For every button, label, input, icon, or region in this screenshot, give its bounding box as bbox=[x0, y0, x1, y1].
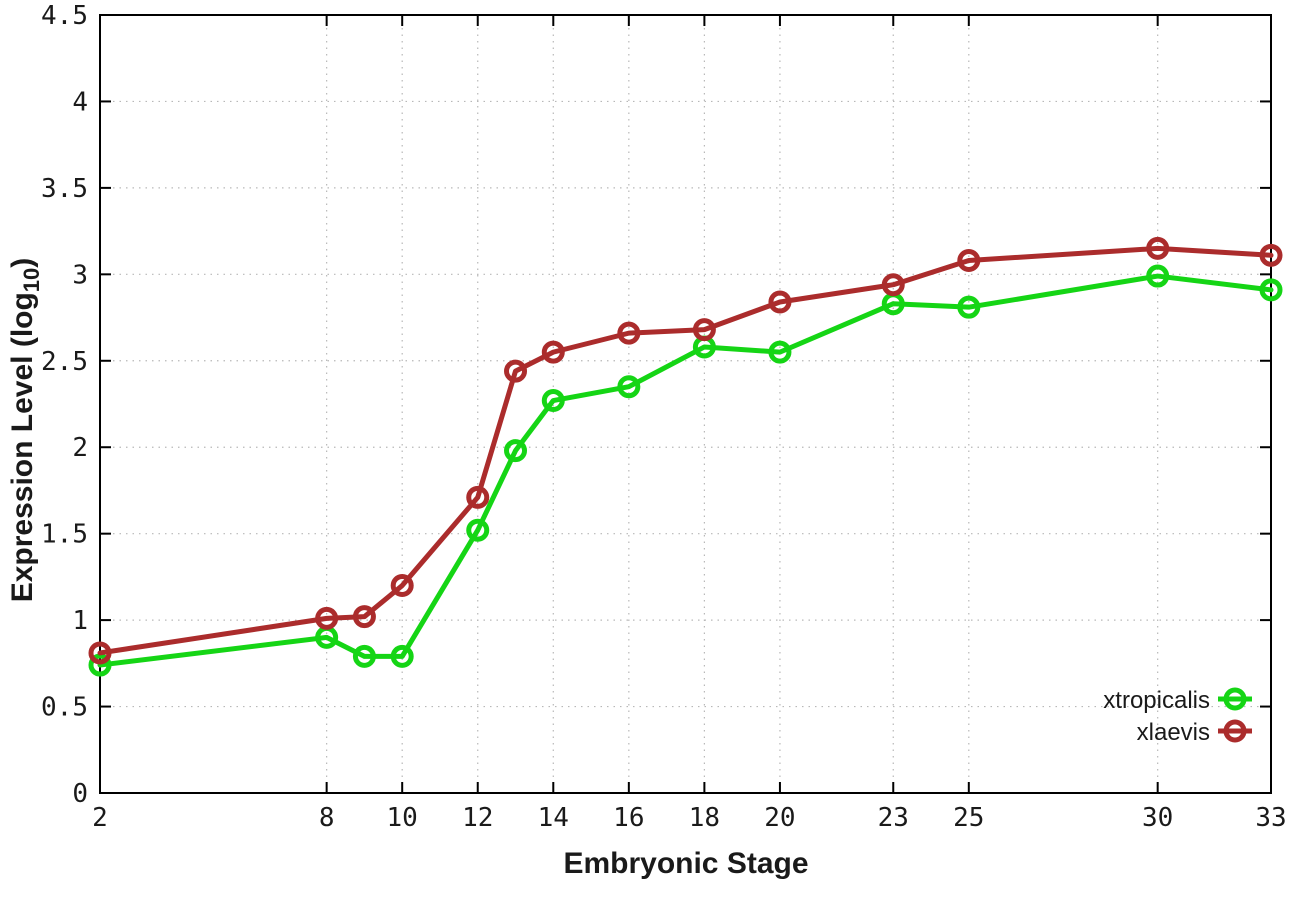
data-point-xlaevis-stage-30 bbox=[1146, 236, 1170, 260]
legend: xtropicalis xlaevis bbox=[1103, 687, 1252, 746]
plot-border bbox=[99, 14, 1272, 794]
data-point-xlaevis-stage-8 bbox=[315, 606, 339, 630]
data-point-xlaevis-stage-25 bbox=[957, 249, 981, 273]
tick-labels: 0 0.5 1 1.5 2 2.5 3 3.5 4 4.5 2 8 10 12 14 16 18 20 23 25 30… bbox=[41, 1, 1287, 833]
data-point-xtropicalis-stage-16 bbox=[617, 375, 641, 399]
legend-item-xtropicalis: xtropicalis bbox=[1103, 687, 1252, 714]
data-point-xlaevis-stage-23 bbox=[881, 273, 905, 297]
data-point-xlaevis-stage-9 bbox=[352, 605, 376, 629]
legend-marker-xtropicalis bbox=[1223, 687, 1247, 711]
y-tick-label: 2.5 bbox=[41, 347, 88, 377]
data-point-xlaevis-stage-20 bbox=[768, 290, 792, 314]
y-tick-label: 2 bbox=[72, 433, 88, 463]
data-point-xtropicalis-stage-9 bbox=[352, 644, 376, 668]
y-tick-label: 4 bbox=[72, 87, 88, 117]
y-tick-label: 1.5 bbox=[41, 520, 88, 550]
x-tick-label: 25 bbox=[953, 803, 984, 833]
data-point-xtropicalis-stage-25 bbox=[957, 295, 981, 319]
x-tick-label: 23 bbox=[878, 803, 909, 833]
data-point-xtropicalis-stage-30 bbox=[1146, 264, 1170, 288]
series-line-xlaevis bbox=[97, 245, 1274, 656]
x-tick-label: 2 bbox=[92, 803, 108, 833]
y-tick-label: 4.5 bbox=[41, 1, 88, 31]
data-point-xlaevis-stage-16 bbox=[617, 321, 641, 345]
data-point-xlaevis-stage-13 bbox=[504, 359, 528, 383]
x-tick-label: 14 bbox=[538, 803, 569, 833]
series-line-xtropicalis bbox=[97, 273, 1274, 668]
y-tick-label: 3 bbox=[72, 260, 88, 290]
data-point-xlaevis-stage-18 bbox=[692, 318, 716, 342]
data-point-xtropicalis-stage-12 bbox=[466, 518, 490, 542]
y-tick-label: 3.5 bbox=[41, 174, 88, 204]
y-tick-label: 0 bbox=[72, 779, 88, 809]
data-series-layer bbox=[88, 236, 1283, 677]
series-markers-xlaevis bbox=[88, 236, 1283, 665]
series-markers-xtropicalis bbox=[88, 264, 1283, 677]
legend-label-xtropicalis: xtropicalis bbox=[1103, 687, 1210, 714]
y-tick-label: 0.5 bbox=[41, 693, 88, 723]
data-point-xlaevis-stage-2 bbox=[88, 641, 112, 665]
data-point-xtropicalis-stage-14 bbox=[541, 389, 565, 413]
x-tick-label: 20 bbox=[764, 803, 795, 833]
data-point-xtropicalis-stage-13 bbox=[504, 439, 528, 463]
data-point-xlaevis-stage-33 bbox=[1259, 243, 1283, 267]
data-point-xtropicalis-stage-10 bbox=[390, 644, 414, 668]
x-tick-label: 30 bbox=[1142, 803, 1173, 833]
axis-tick-marks bbox=[99, 14, 1272, 794]
x-tick-label: 10 bbox=[387, 803, 418, 833]
x-tick-label: 33 bbox=[1255, 803, 1286, 833]
x-tick-label: 12 bbox=[462, 803, 493, 833]
legend-label-xlaevis: xlaevis bbox=[1137, 719, 1210, 746]
y-axis-title: Expression Level (log10) bbox=[6, 258, 44, 603]
x-tick-label: 18 bbox=[689, 803, 720, 833]
data-point-xlaevis-stage-12 bbox=[466, 485, 490, 509]
gridlines bbox=[100, 15, 1271, 793]
data-point-xtropicalis-stage-20 bbox=[768, 340, 792, 364]
x-tick-label: 16 bbox=[613, 803, 644, 833]
y-tick-label: 1 bbox=[72, 606, 88, 636]
data-point-xlaevis-stage-10 bbox=[390, 574, 414, 598]
x-axis-title: Embryonic Stage bbox=[563, 847, 808, 880]
legend-marker-xlaevis bbox=[1223, 719, 1247, 743]
data-point-xtropicalis-stage-2 bbox=[88, 653, 112, 677]
x-tick-label: 8 bbox=[319, 803, 335, 833]
data-point-xtropicalis-stage-33 bbox=[1259, 278, 1283, 302]
data-point-xlaevis-stage-14 bbox=[541, 340, 565, 364]
legend-item-xlaevis: xlaevis bbox=[1137, 719, 1252, 746]
